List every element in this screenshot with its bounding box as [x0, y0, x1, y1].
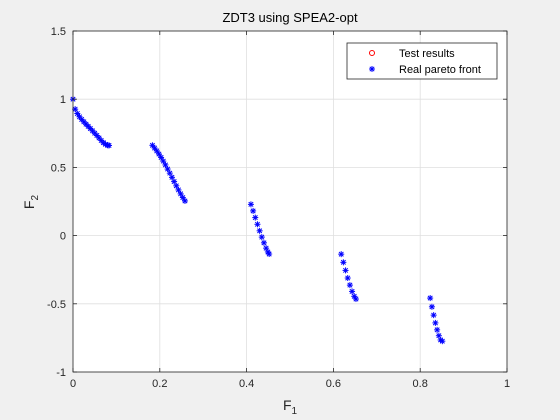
x-tick-label: 1 [504, 378, 510, 390]
pareto-front-point [247, 201, 254, 208]
y-tick-label: -0.5 [47, 299, 66, 311]
pareto-front-point [434, 326, 441, 333]
axes-box [72, 30, 508, 373]
pareto-front-point [344, 275, 351, 282]
x-axis-label-main: F [283, 397, 292, 413]
pareto-front-point [340, 259, 347, 266]
legend-box [346, 42, 498, 80]
pareto-front-point [256, 227, 263, 234]
pareto-front-point [427, 295, 434, 302]
pareto-front-point [258, 234, 265, 241]
legend-label-test-results: Test results [399, 48, 455, 60]
y-axis-label: F2 [21, 195, 41, 210]
pareto-front-point [428, 303, 435, 310]
pareto-front-point [352, 296, 359, 303]
pareto-front-point [179, 194, 186, 201]
y-tick-label: -1 [56, 367, 66, 379]
pareto-front-point [342, 267, 349, 274]
pareto-front-point [74, 110, 81, 117]
y-tick-label: 1 [60, 94, 66, 106]
pareto-front-point [252, 214, 259, 221]
y-axis-label-sub: 2 [30, 195, 41, 201]
x-axis-label-sub: 1 [292, 406, 298, 417]
y-tick-label: 1.5 [51, 26, 66, 38]
pareto-front-point [250, 207, 257, 214]
pareto-front-point [166, 170, 173, 177]
x-tick-label: 0.2 [152, 378, 167, 390]
x-tick-label: 0.8 [413, 378, 428, 390]
chart-title: ZDT3 using SPEA2-opt [222, 10, 358, 25]
pareto-front-point [346, 282, 353, 289]
pareto-front-point [153, 147, 160, 154]
pareto-front-point [155, 151, 162, 158]
pareto-front-point [439, 338, 446, 345]
x-axis-label: F1 [283, 397, 298, 417]
ticks: 0 0.2 0.4 0.6 0.8 1 -1 -0.5 0 0.5 1 1.5 [47, 26, 510, 390]
legend: Test results Real pareto front [346, 42, 498, 80]
x-tick-label: 0.6 [326, 378, 341, 390]
pareto-front-point [349, 288, 356, 295]
y-axis-label-main: F [21, 201, 37, 210]
legend-marker-real-pareto-front [369, 66, 375, 72]
pareto-front-point [106, 142, 113, 149]
legend-marker-test-results [369, 50, 375, 56]
pareto-front-point [254, 221, 261, 228]
axes-background [73, 31, 507, 372]
pareto-front-point [430, 312, 437, 319]
pareto-front-point [162, 161, 169, 168]
data-points [70, 96, 446, 345]
x-tick-label: 0 [70, 378, 76, 390]
pareto-front-point [181, 197, 188, 204]
pareto-front-point [158, 154, 165, 161]
pareto-front-point [266, 251, 273, 258]
pareto-front-point [432, 319, 439, 326]
y-tick-label: 0 [60, 231, 66, 243]
pareto-front-point [338, 251, 345, 258]
x-tick-label: 0.4 [239, 378, 254, 390]
pareto-front-point [260, 239, 267, 246]
y-tick-label: 0.5 [51, 162, 66, 174]
legend-label-real-pareto-front: Real pareto front [399, 64, 481, 76]
